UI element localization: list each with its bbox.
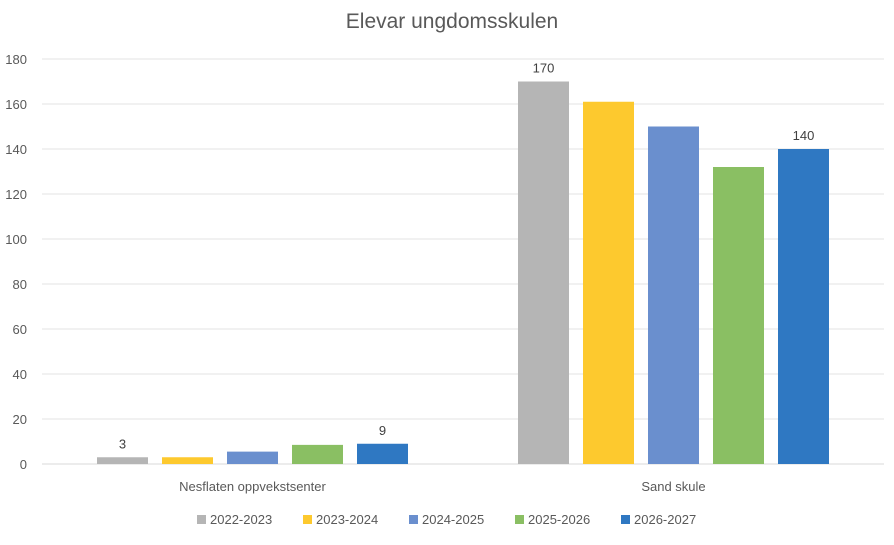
bar xyxy=(357,443,408,464)
legend-label: 2026-2027 xyxy=(634,512,696,527)
bar xyxy=(162,457,213,464)
data-label: 170 xyxy=(533,61,555,76)
bar xyxy=(227,451,278,464)
legend-label: 2024-2025 xyxy=(422,512,484,527)
y-tick-label: 0 xyxy=(20,457,27,472)
legend-label: 2022-2023 xyxy=(210,512,272,527)
gridlines xyxy=(42,58,884,465)
chart-title: Elevar ungdomsskulen xyxy=(346,10,558,33)
bars xyxy=(97,81,829,464)
legend-label: 2025-2026 xyxy=(528,512,590,527)
y-axis-ticks: 0 20 40 60 80 100 120 140 160 180 xyxy=(5,52,27,472)
bar xyxy=(583,101,634,464)
data-label: 9 xyxy=(379,423,386,438)
legend-swatch xyxy=(515,515,524,524)
x-category-label: Sand skule xyxy=(641,479,705,494)
legend-swatch xyxy=(621,515,630,524)
data-labels: 3 9 170 140 xyxy=(119,61,814,452)
x-axis-labels: Nesflaten oppvekstsenter Sand skule xyxy=(179,479,706,494)
legend-swatch xyxy=(197,515,206,524)
legend-label: 2023-2024 xyxy=(316,512,378,527)
data-label: 140 xyxy=(793,128,815,143)
x-category-label: Nesflaten oppvekstsenter xyxy=(179,479,326,494)
y-tick-label: 40 xyxy=(13,367,27,382)
bar xyxy=(713,167,764,464)
y-tick-label: 80 xyxy=(13,277,27,292)
y-tick-label: 100 xyxy=(5,232,27,247)
legend-swatch xyxy=(409,515,418,524)
y-tick-label: 140 xyxy=(5,142,27,157)
bar xyxy=(778,149,829,464)
bar xyxy=(648,126,699,464)
y-tick-label: 60 xyxy=(13,322,27,337)
legend-swatch xyxy=(303,515,312,524)
bar xyxy=(518,81,569,464)
data-label: 3 xyxy=(119,436,126,451)
legend: 2022-2023 2023-2024 2024-2025 2025-2026 2026… xyxy=(197,512,696,527)
y-tick-label: 20 xyxy=(13,412,27,427)
y-tick-label: 160 xyxy=(5,97,27,112)
bar xyxy=(97,457,148,464)
y-tick-label: 180 xyxy=(5,52,27,67)
bar xyxy=(292,444,343,464)
y-tick-label: 120 xyxy=(5,187,27,202)
